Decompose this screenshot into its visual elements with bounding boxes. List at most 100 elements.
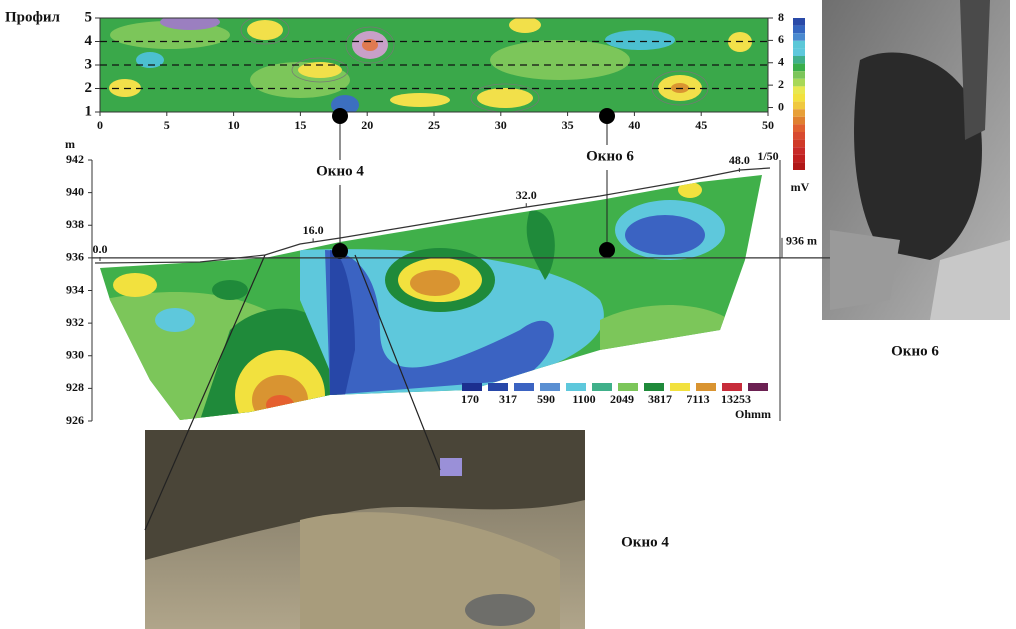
legend-label: 170: [461, 392, 479, 406]
colorbar-cell: [793, 48, 805, 56]
profile-name: 1/50: [757, 149, 778, 163]
y-tick-label: 942: [66, 152, 84, 166]
colorbar-cell: [793, 63, 805, 72]
shape: [247, 20, 283, 40]
legend-unit: Ohmm: [735, 407, 771, 421]
colorbar-cell: [793, 116, 805, 125]
shape: [854, 52, 982, 260]
window-label: Окно 6: [586, 148, 634, 164]
shape: [240, 18, 290, 45]
legend-swatch: [514, 383, 534, 391]
legend-label: 1100: [572, 392, 595, 406]
shape: [298, 62, 342, 78]
colorbar-cell: [793, 94, 805, 102]
y-tick-label: 928: [66, 380, 84, 394]
y-tick-label: 1: [85, 103, 93, 119]
y2-tick-label: 0: [778, 99, 784, 113]
shape: [155, 308, 195, 332]
x-tick-label: 48.0: [729, 153, 750, 167]
legend-swatch: [722, 383, 742, 391]
shape: [830, 230, 900, 310]
section-y-unit: m: [65, 137, 75, 151]
shape: [362, 39, 378, 51]
section-contours: [100, 175, 762, 420]
shape: [291, 57, 349, 83]
x-tick-label: 30: [495, 118, 507, 132]
window-marker: [599, 242, 615, 258]
shape: [240, 18, 709, 112]
legend-swatch: [696, 383, 716, 391]
x-tick-label: 50: [762, 118, 774, 132]
x-tick-label: 16.0: [303, 223, 324, 237]
legend-swatch: [566, 383, 586, 391]
y-tick-label: 936: [66, 250, 84, 264]
shape: [625, 215, 705, 255]
map-y-label: Профил: [5, 9, 61, 25]
x-tick-label: 20: [361, 118, 373, 132]
y-tick-label: 934: [66, 282, 84, 296]
y2-tick-label: 6: [778, 32, 784, 46]
y-tick-label: 940: [66, 184, 84, 198]
legend-swatch: [462, 383, 482, 391]
shape: [470, 83, 540, 112]
y2-tick-label: 4: [778, 55, 784, 69]
y-tick-label: 3: [85, 56, 93, 72]
shape: [490, 40, 630, 80]
legend-swatch: [748, 383, 768, 391]
colorbar-cell: [793, 71, 805, 79]
shape: [345, 26, 395, 64]
colorbar-cell: [793, 40, 805, 49]
legend-label: 590: [537, 392, 555, 406]
legend-swatch: [670, 383, 690, 391]
colorbar: [793, 18, 805, 170]
legend-label: 3817: [648, 392, 672, 406]
y-tick-label: 4: [85, 33, 93, 49]
shape: [465, 594, 535, 626]
photo-label: Окно 4: [621, 534, 669, 550]
y-tick-label: 5: [85, 9, 93, 25]
photo-window-6: [822, 0, 1010, 320]
x-tick-label: 35: [562, 118, 574, 132]
shape: [330, 250, 355, 395]
x-tick-label: 15: [294, 118, 306, 132]
y2-tick-label: 2: [778, 77, 784, 91]
y-tick-label: 938: [66, 217, 84, 231]
shape: [160, 18, 220, 30]
colorbar-cell: [793, 56, 805, 64]
x-tick-label: 40: [628, 118, 640, 132]
colorbar-cell: [793, 154, 805, 163]
legend-swatch: [540, 383, 560, 391]
x-tick-label: 32.0: [516, 188, 537, 202]
x-tick-label: 10: [228, 118, 240, 132]
colorbar-cell: [793, 86, 805, 94]
legend-label: 317: [499, 392, 517, 406]
shape: [325, 250, 554, 395]
shape: [526, 210, 555, 280]
y-tick-label: 930: [66, 348, 84, 362]
surface-line: [94, 167, 771, 264]
x-tick-label: 5: [164, 118, 170, 132]
shape: [678, 182, 702, 198]
window-marker: [332, 243, 348, 259]
x-tick-label: 0: [97, 118, 103, 132]
colorbar-cell: [793, 162, 805, 170]
legend-label: 13253: [721, 392, 751, 406]
shape: [930, 240, 1010, 320]
window-marker: [599, 108, 615, 124]
colorbar-cell: [793, 109, 805, 117]
level-label: 936 m: [786, 234, 817, 248]
photo-window-4: [145, 430, 585, 629]
shape: [477, 88, 533, 108]
legend-swatch: [618, 383, 638, 391]
legend-label: 7113: [686, 392, 709, 406]
colorbar-cell: [793, 33, 805, 41]
legend-swatch: [592, 383, 612, 391]
shape: [960, 0, 990, 140]
legend-label: 2049: [610, 392, 634, 406]
shape: [145, 430, 585, 560]
colorbar-cell: [793, 18, 805, 26]
y-tick-label: 926: [66, 413, 84, 427]
colorbar-cell: [793, 139, 805, 148]
shape: [212, 280, 248, 300]
x-tick-label: 0.0: [93, 242, 108, 256]
